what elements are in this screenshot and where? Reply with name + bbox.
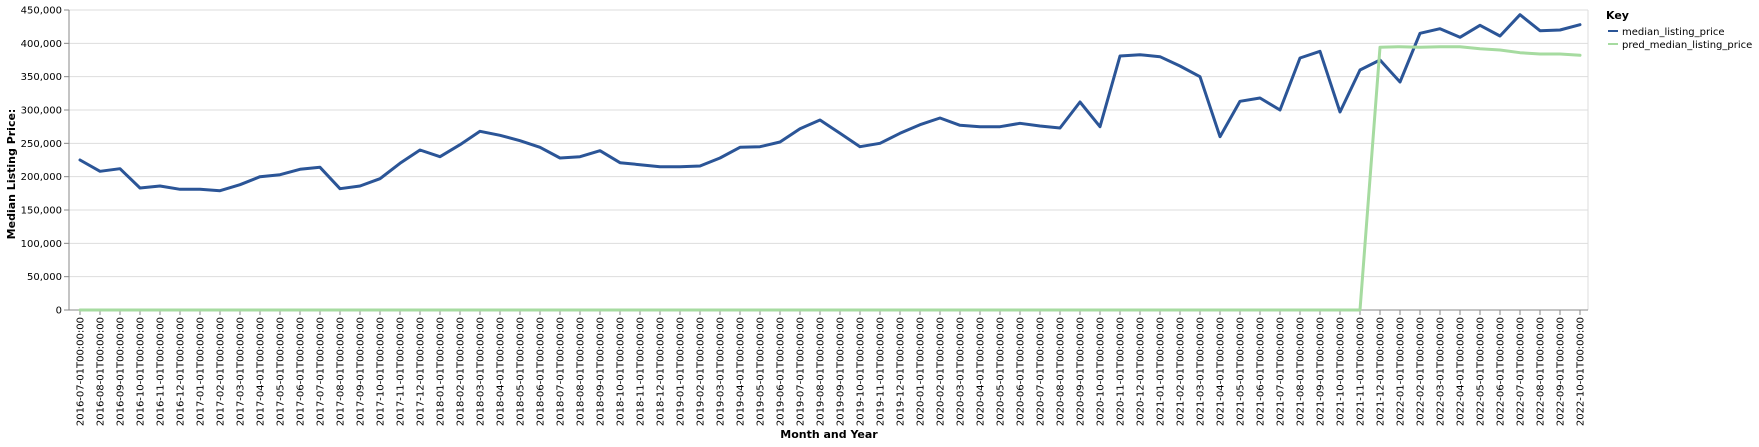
- x-tick-label: 2022-03-01T00:00:00: [1436, 317, 1447, 426]
- x-tick-label: 2021-07-01T00:00:00: [1276, 317, 1287, 426]
- x-tick-label: 2018-04-01T00:00:00: [496, 317, 507, 426]
- x-tick-label: 2020-08-01T00:00:00: [1056, 317, 1067, 426]
- x-tick-label: 2021-02-01T00:00:00: [1176, 317, 1187, 426]
- y-tick-label: 100,000: [21, 239, 62, 250]
- x-tick-label: 2020-03-01T00:00:00: [956, 317, 967, 426]
- x-tick-label: 2020-06-01T00:00:00: [1016, 317, 1027, 426]
- x-axis: 2016-07-01T00:00:00 2016-08-01T00:00:00 20…: [69, 309, 1588, 426]
- x-tick-label: 2019-09-01T00:00:00: [836, 317, 847, 426]
- x-tick-label: 2022-08-01T00:00:00: [1536, 317, 1547, 426]
- series-line-pred-median-listing-price: [78, 45, 1582, 312]
- x-tick-label: 2017-02-01T00:00:00: [216, 317, 227, 426]
- x-tick-label: 2022-06-01T00:00:00: [1496, 317, 1507, 426]
- x-tick-label: 2021-12-01T00:00:00: [1376, 317, 1387, 426]
- x-tick-label: 2022-10-01T00:00:00: [1576, 317, 1587, 426]
- x-tick-label: 2020-07-01T00:00:00: [1036, 317, 1047, 426]
- x-tick-label: 2017-06-01T00:00:00: [296, 317, 307, 426]
- x-tick-label: 2020-12-01T00:00:00: [1136, 317, 1147, 426]
- x-tick-label: 2016-07-01T00:00:00: [76, 317, 87, 426]
- x-tick-label: 2022-05-01T00:00:00: [1476, 317, 1487, 426]
- x-tick-label: 2017-11-01T00:00:00: [396, 317, 407, 426]
- x-tick-label: 2017-10-01T00:00:00: [376, 317, 387, 426]
- x-tick-label: 2016-09-01T00:00:00: [116, 317, 127, 426]
- x-tick-label: 2016-08-01T00:00:00: [96, 317, 107, 426]
- x-tick-label: 2019-07-01T00:00:00: [796, 317, 807, 426]
- y-tick-label: 50,000: [27, 272, 62, 283]
- x-tick-label: 2022-04-01T00:00:00: [1456, 317, 1467, 426]
- x-tick-label: 2018-01-01T00:00:00: [436, 317, 447, 426]
- x-tick-label: 2020-02-01T00:00:00: [936, 317, 947, 426]
- x-tick-label: 2021-05-01T00:00:00: [1236, 317, 1247, 426]
- x-tick-label: 2018-05-01T00:00:00: [516, 317, 527, 426]
- x-tick-label: 2022-02-01T00:00:00: [1416, 317, 1427, 426]
- x-tick-label: 2021-11-01T00:00:00: [1356, 317, 1367, 426]
- x-tick-label: 2018-09-01T00:00:00: [596, 317, 607, 426]
- series-lines: [78, 13, 1582, 312]
- x-tick-label: 2019-03-01T00:00:00: [716, 317, 727, 426]
- x-tick-label: 2019-06-01T00:00:00: [776, 317, 787, 426]
- x-tick-label: 2017-01-01T00:00:00: [196, 317, 207, 426]
- x-tick-label: 2020-01-01T00:00:00: [916, 317, 927, 426]
- x-tick-label: 2021-09-01T00:00:00: [1316, 317, 1327, 426]
- x-tick-label: 2017-04-01T00:00:00: [256, 317, 267, 426]
- x-tick-label: 2016-12-01T00:00:00: [176, 317, 187, 426]
- x-tick-label: 2020-09-01T00:00:00: [1076, 317, 1087, 426]
- x-tick-label: 2018-10-01T00:00:00: [616, 317, 627, 426]
- legend-title: Key: [1606, 9, 1629, 22]
- x-tick-label: 2021-10-01T00:00:00: [1336, 317, 1347, 426]
- x-tick-label: 2018-03-01T00:00:00: [476, 317, 487, 426]
- x-tick-label: 2021-08-01T00:00:00: [1296, 317, 1307, 426]
- x-tick-label: 2017-05-01T00:00:00: [276, 317, 287, 426]
- y-axis-title: Median Listing Price:: [5, 109, 18, 240]
- x-tick-label: 2019-12-01T00:00:00: [896, 317, 907, 426]
- x-tick-label: 2018-02-01T00:00:00: [456, 317, 467, 426]
- y-tick-label: 350,000: [21, 72, 62, 83]
- x-tick-label: 2022-07-01T00:00:00: [1516, 317, 1527, 426]
- x-tick-label: 2021-04-01T00:00:00: [1216, 317, 1227, 426]
- x-tick-label: 2017-08-01T00:00:00: [336, 317, 347, 426]
- x-tick-label: 2020-05-01T00:00:00: [996, 317, 1007, 426]
- x-tick-label: 2017-07-01T00:00:00: [316, 317, 327, 426]
- x-tick-label: 2017-03-01T00:00:00: [236, 317, 247, 426]
- x-tick-label: 2017-09-01T00:00:00: [356, 317, 367, 426]
- x-tick-label: 2018-12-01T00:00:00: [656, 317, 667, 426]
- legend: Key median_listing_price pred_median_list…: [1606, 9, 1752, 51]
- x-tick-label: 2020-10-01T00:00:00: [1096, 317, 1107, 426]
- x-axis-title: Month and Year: [780, 428, 878, 441]
- x-tick-label: 2019-05-01T00:00:00: [756, 317, 767, 426]
- y-tick-label: 250,000: [21, 139, 62, 150]
- x-tick-label: 2018-07-01T00:00:00: [556, 317, 567, 426]
- x-tick-label: 2018-11-01T00:00:00: [636, 317, 647, 426]
- y-tick-label: 200,000: [21, 172, 62, 183]
- x-tick-label: 2019-01-01T00:00:00: [676, 317, 687, 426]
- x-tick-label: 2018-08-01T00:00:00: [576, 317, 587, 426]
- legend-label: pred_median_listing_price: [1622, 40, 1752, 51]
- x-tick-label: 2019-08-01T00:00:00: [816, 317, 827, 426]
- y-axis: 0 50,000 100,000 150,000 200,000 250,000 300,0…: [21, 6, 70, 317]
- x-tick-label: 2016-11-01T00:00:00: [156, 317, 167, 426]
- x-tick-label: 2019-02-01T00:00:00: [696, 317, 707, 426]
- x-tick-label: 2019-04-01T00:00:00: [736, 317, 747, 426]
- x-tick-label: 2021-06-01T00:00:00: [1256, 317, 1267, 426]
- x-tick-label: 2019-10-01T00:00:00: [856, 317, 867, 426]
- y-tick-label: 400,000: [21, 39, 62, 50]
- series-line-median-listing-price: [78, 13, 1582, 193]
- x-tick-label: 2022-09-01T00:00:00: [1556, 317, 1567, 426]
- x-tick-label: 2016-10-01T00:00:00: [136, 317, 147, 426]
- grid-lines: [69, 9, 1589, 311]
- x-tick-label: 2020-04-01T00:00:00: [976, 317, 987, 426]
- x-tick-label: 2019-11-01T00:00:00: [876, 317, 887, 426]
- y-tick-label: 150,000: [21, 206, 62, 217]
- y-tick-label: 0: [56, 306, 62, 317]
- y-tick-label: 450,000: [21, 6, 62, 17]
- x-tick-label: 2020-11-01T00:00:00: [1116, 317, 1127, 426]
- y-tick-label: 300,000: [21, 106, 62, 117]
- x-tick-label: 2017-12-01T00:00:00: [416, 317, 427, 426]
- legend-label: median_listing_price: [1622, 27, 1725, 38]
- x-tick-label: 2021-03-01T00:00:00: [1196, 317, 1207, 426]
- x-tick-label: 2022-01-01T00:00:00: [1396, 317, 1407, 426]
- x-tick-label: 2021-01-01T00:00:00: [1156, 317, 1167, 426]
- x-tick-label: 2018-06-01T00:00:00: [536, 317, 547, 426]
